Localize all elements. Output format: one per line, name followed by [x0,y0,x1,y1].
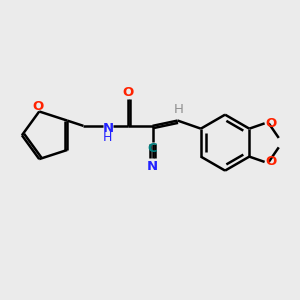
Text: C: C [148,142,157,155]
Text: H: H [103,130,112,144]
Text: O: O [32,100,44,113]
Text: O: O [122,86,134,99]
Text: O: O [266,117,277,130]
Text: N: N [147,160,158,173]
Text: H: H [174,103,184,116]
Text: O: O [266,155,277,168]
Text: N: N [102,122,113,135]
